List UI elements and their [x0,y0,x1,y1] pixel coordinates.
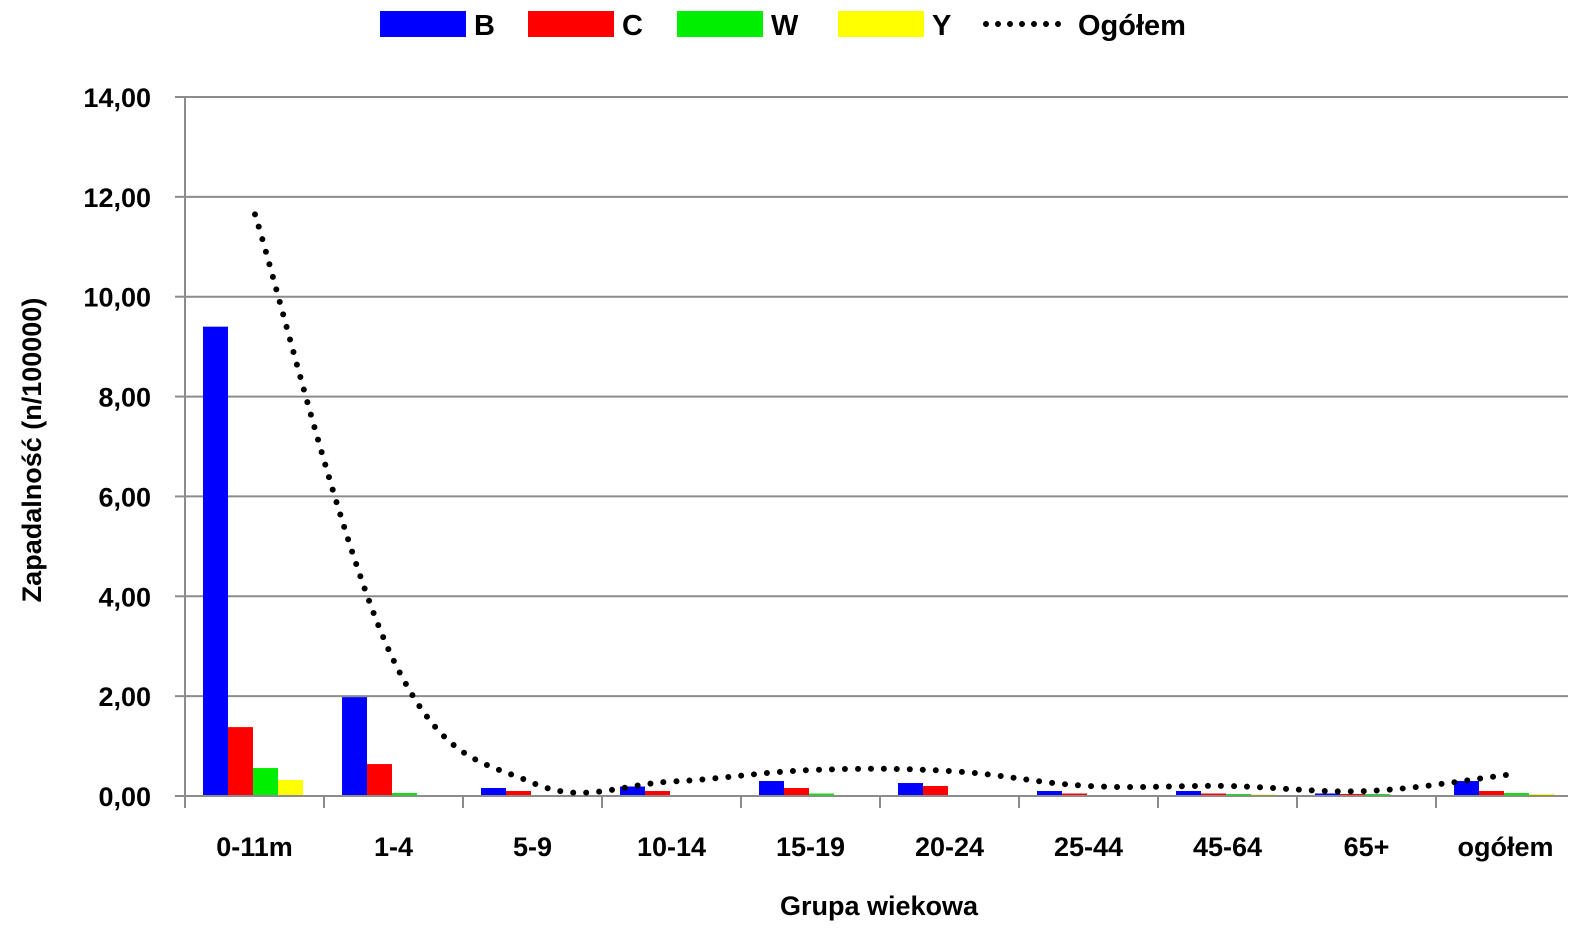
bar-c [367,764,392,796]
bar-c [1201,793,1226,796]
x-tick-label: ogółem [1457,832,1553,862]
y-tick-label: 0,00 [98,782,151,812]
bar-b [342,697,367,796]
legend-swatch-c [528,11,614,37]
x-tick-label: 65+ [1344,832,1390,862]
x-tick-label: 10-14 [637,832,706,862]
legend-swatch-b [380,11,466,37]
legend-swatch-y [838,11,924,37]
x-tick-label: 15-19 [776,832,845,862]
y-tick-label: 8,00 [98,383,151,413]
bar-w [392,793,417,796]
bar-w [1504,793,1529,796]
total-line-path [252,211,1509,796]
bar-b [1176,791,1201,796]
y-tick-label: 4,00 [98,582,151,612]
x-tick-label: 5-9 [513,832,552,862]
bar-w [253,768,278,796]
gridlines [185,96,1568,698]
x-tick-label: 20-24 [915,832,984,862]
bar-b [203,326,228,796]
bar-c [1479,791,1504,796]
x-tick-label: 1-4 [374,832,413,862]
legend-swatch-w [677,11,763,37]
bar-c [1062,793,1087,796]
bar-b [1037,791,1062,796]
bar-c [506,791,531,796]
x-tick-label: 45-64 [1193,832,1262,862]
legend-label-b: B [474,10,495,42]
total-line [252,211,1509,796]
bars [203,326,1554,796]
legend-label-y: Y [932,10,951,42]
bar-c [923,786,948,796]
bar-c [228,727,253,796]
y-axis-label: Zapadalność (n/100000) [17,298,47,603]
y-tick-label: 12,00 [83,183,151,213]
bar-y [278,780,303,796]
legend-label-w: W [771,10,799,42]
x-axis-label: Grupa wiekowa [780,891,979,921]
bar-w [809,793,834,796]
legend-label-total: Ogółem [1078,10,1186,42]
bar-c [645,791,670,796]
bar-b [1454,781,1479,796]
y-tick-label: 10,00 [83,283,151,313]
x-tick-label: 25-44 [1054,832,1123,862]
bar-b [759,781,784,796]
bar-b [481,788,506,796]
y-tick-label: 14,00 [83,83,151,113]
y-tick-label: 6,00 [98,482,151,512]
legend: B C W Y Ogółem [380,10,1186,42]
bar-b [1315,793,1340,796]
y-tick-label: 2,00 [98,682,151,712]
x-tick-label: 0-11m [216,832,293,862]
bar-b [898,783,923,796]
axes: 0,00 2,00 4,00 6,00 8,00 10,00 12,00 14,00 0-11m… [83,83,1568,862]
bar-c [784,788,809,796]
legend-label-c: C [622,10,643,42]
bar-b [620,786,645,796]
